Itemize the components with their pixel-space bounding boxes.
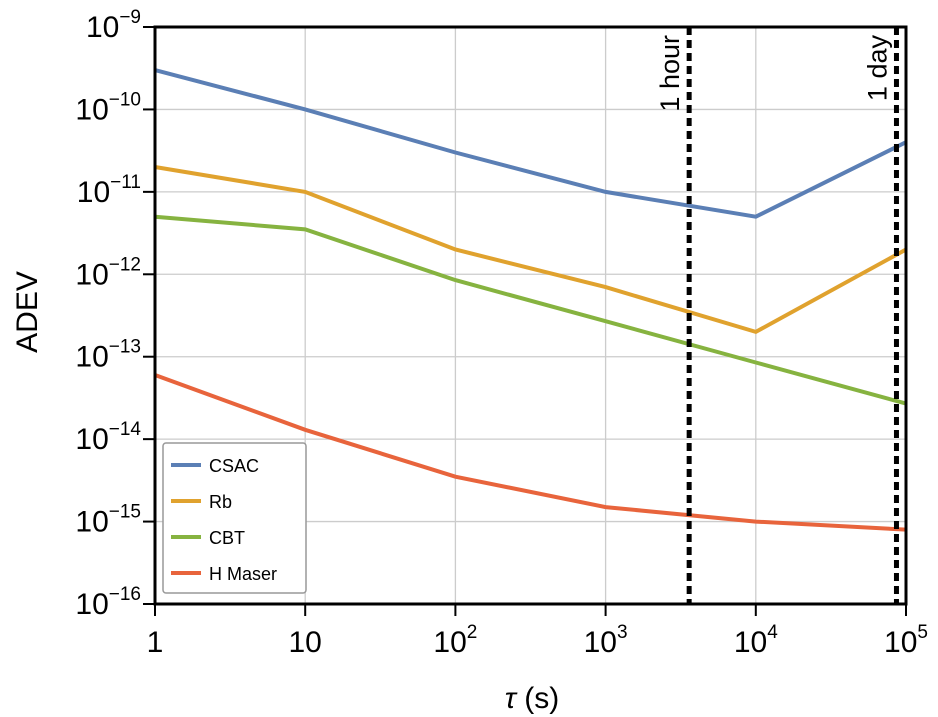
x-tick-label: 102 <box>433 622 477 659</box>
y-tick-label: 10−13 <box>75 337 141 374</box>
x-tick-label: 104 <box>734 622 778 659</box>
x-tick-label: 10 <box>289 626 322 659</box>
y-tick-label: 10−11 <box>77 172 141 209</box>
y-tick-label: 10−15 <box>75 502 141 539</box>
x-tick-label: 1 <box>147 626 164 659</box>
legend-label-rb: Rb <box>209 492 232 512</box>
legend-label-h-maser: H Maser <box>209 564 277 584</box>
plot-frame <box>153 25 908 606</box>
legend-label-csac: CSAC <box>209 456 259 476</box>
annotation-label-1-day: 1 day <box>863 35 893 102</box>
x-tick-label: 105 <box>884 622 928 659</box>
y-tick-label: 10−16 <box>75 584 141 621</box>
x-axis-label: τ (s) <box>505 682 560 715</box>
x-tick-label: 103 <box>584 622 628 659</box>
legend: CSAC Rb CBT H Maser <box>162 442 307 594</box>
y-tick-label: 10−12 <box>75 254 141 291</box>
annotation-label-1-hour: 1 hour <box>655 35 685 112</box>
annotation-lines: 1 hour 1 day <box>655 27 899 604</box>
y-tick-label: 10−14 <box>75 419 141 456</box>
axis-ticks: 1 10 102 103 104 105 10−9 10−10 10−11 10−12 10−13 1… <box>75 7 928 659</box>
x-axis-unit: (s) <box>516 682 559 715</box>
series-line-rb <box>154 165 907 335</box>
x-axis-symbol: τ <box>505 682 518 715</box>
legend-box <box>162 442 307 594</box>
series-line-h-maser <box>154 373 907 532</box>
y-tick-label: 10−9 <box>86 7 141 44</box>
series-line-cbt <box>154 214 907 406</box>
y-tick-label: 10−10 <box>75 89 141 126</box>
series-lines <box>154 68 907 532</box>
y-axis-label: ADEV <box>11 271 44 353</box>
series-line-csac <box>154 68 907 219</box>
legend-label-cbt: CBT <box>209 528 245 548</box>
